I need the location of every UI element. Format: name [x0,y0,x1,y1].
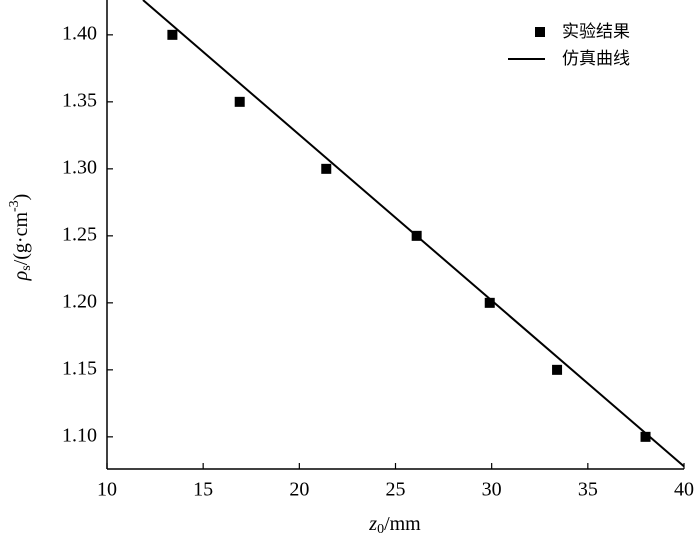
y-tick-label: 1.20 [62,290,97,312]
x-tick-label: 10 [97,479,117,501]
point [234,96,245,107]
point [167,29,178,40]
x-label-part: 0 [377,522,384,537]
y-tick-label: 1.40 [62,22,97,44]
point [552,364,563,375]
y-label-part: ) [10,194,32,201]
y-tick-label: 1.15 [62,357,97,379]
y-label-part: ρ [10,271,32,282]
x-tick-label: 40 [674,479,694,501]
y-label-part: /(g·cm [10,212,32,266]
y-label-part: -3 [7,200,22,212]
x-tick-label: 20 [289,479,309,501]
y-tick-label: 1.25 [62,223,97,245]
y-tick-label: 1.10 [62,424,97,446]
line [142,0,685,468]
point [640,431,651,442]
x-tick-label: 30 [482,479,502,501]
point [321,163,332,174]
x-label-part: z [368,513,377,535]
y-label-part: s [19,265,34,270]
x-tick-label: 25 [386,479,406,501]
point [484,297,495,308]
x-label-part: /mm [384,513,421,535]
legend-marker [535,27,545,37]
legend-label: 实验结果 [562,22,630,42]
x-tick-label: 15 [193,479,213,501]
y-tick-label: 1.30 [62,156,97,178]
legend-label: 仿真曲线 [562,49,630,69]
y-tick-label: 1.35 [62,89,97,111]
y-axis-label: ρs/(g·cm-3) [7,194,34,282]
x-tick-label: 35 [578,479,598,501]
x-axis-label: z0/mm [368,513,421,538]
